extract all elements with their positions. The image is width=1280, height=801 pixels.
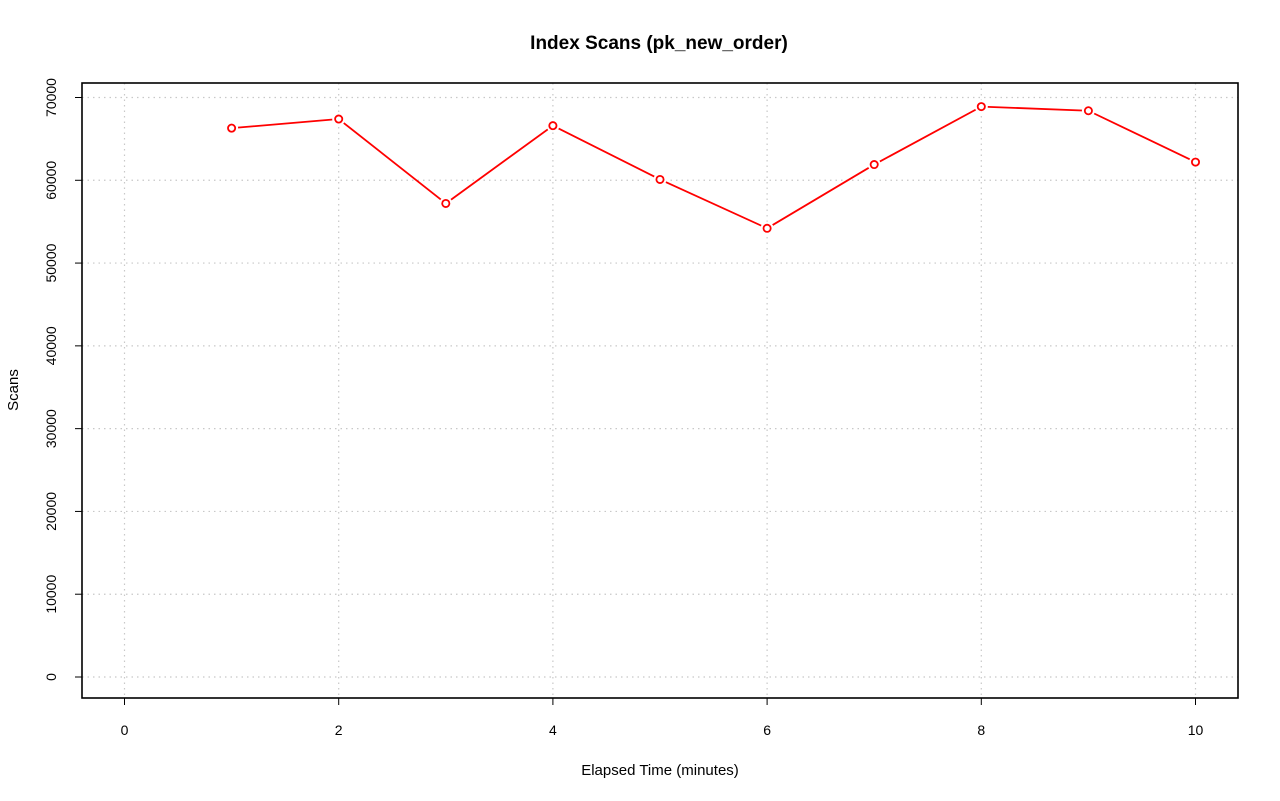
series-line xyxy=(231,105,1196,230)
data-point xyxy=(441,198,451,208)
data-point xyxy=(976,102,986,112)
x-tick-label: 10 xyxy=(1188,722,1204,738)
x-tick-label: 4 xyxy=(549,722,557,738)
data-point xyxy=(334,114,344,124)
x-tick-label: 0 xyxy=(121,722,129,738)
x-tick-label: 2 xyxy=(335,722,343,738)
plot-frame xyxy=(81,82,1239,699)
x-axis-label: Elapsed Time (minutes) xyxy=(581,762,739,779)
y-tick-label: 30000 xyxy=(43,409,59,448)
y-tick-label: 70000 xyxy=(43,78,59,117)
y-axis-label: Scans xyxy=(5,369,22,411)
x-tick-label: 6 xyxy=(763,722,771,738)
x-axis: 0 2 4 6 8 10 xyxy=(121,698,1204,738)
x-tick-label: 8 xyxy=(977,722,985,738)
data-point xyxy=(762,223,772,233)
y-tick-label: 50000 xyxy=(43,243,59,282)
series-layer xyxy=(225,100,1202,235)
data-point xyxy=(869,160,879,170)
y-tick-label: 40000 xyxy=(43,326,59,365)
y-tick-label: 60000 xyxy=(43,161,59,200)
data-point xyxy=(655,174,665,184)
y-axis: 0 10000 20000 30000 40000 50000 60000 70000 xyxy=(43,78,82,681)
data-point xyxy=(548,121,558,131)
y-tick-label: 0 xyxy=(43,673,59,681)
y-tick-label: 20000 xyxy=(43,492,59,531)
y-tick-label: 10000 xyxy=(43,575,59,614)
data-point xyxy=(1191,157,1201,167)
chart-title: Index Scans (pk_new_order) xyxy=(530,33,788,54)
data-point xyxy=(227,123,237,133)
data-point xyxy=(1083,106,1093,116)
